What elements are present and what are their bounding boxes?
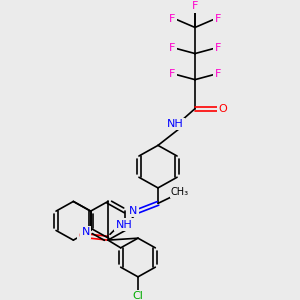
- Text: F: F: [192, 1, 198, 11]
- Text: F: F: [169, 14, 175, 24]
- Text: O: O: [79, 231, 87, 241]
- Text: N: N: [82, 227, 90, 237]
- Text: Cl: Cl: [133, 291, 143, 300]
- Text: N: N: [129, 206, 137, 216]
- Text: F: F: [169, 43, 175, 53]
- Text: NH: NH: [116, 220, 132, 230]
- Text: O: O: [219, 103, 227, 114]
- Text: CH₃: CH₃: [171, 187, 189, 197]
- Text: NH: NH: [167, 119, 183, 129]
- Text: F: F: [215, 69, 221, 79]
- Text: F: F: [169, 69, 175, 79]
- Text: F: F: [215, 43, 221, 53]
- Text: F: F: [215, 14, 221, 24]
